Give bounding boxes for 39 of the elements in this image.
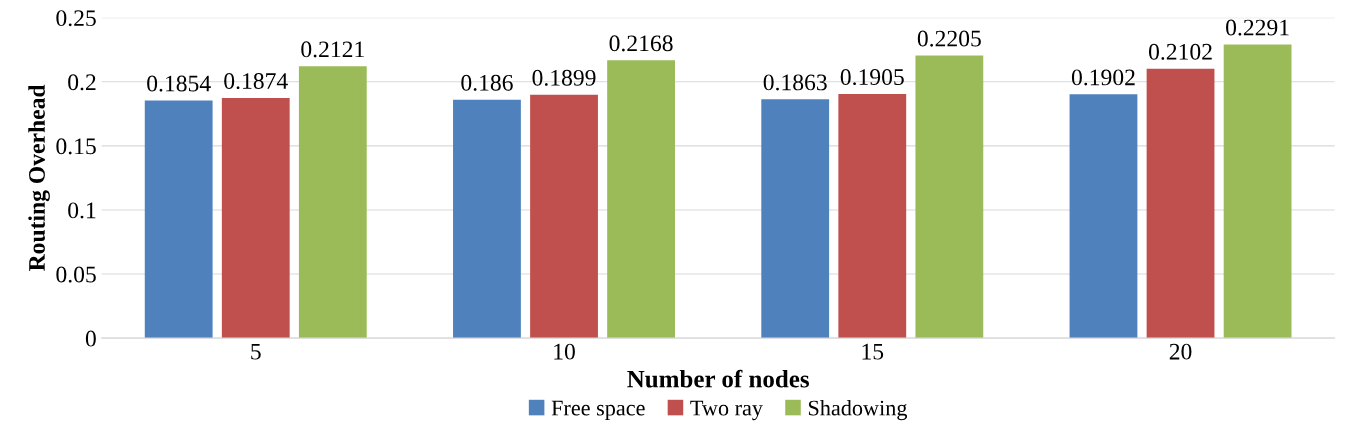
legend-label: Free space [551,400,645,421]
y-tick-label: 0.1 [68,202,96,219]
bar [838,93,907,339]
bar [915,55,984,339]
data-label: 0.1899 [532,69,596,86]
data-label: 0.1905 [840,69,904,86]
bar [761,99,830,339]
bar [1223,44,1292,339]
bar [1146,68,1215,339]
x-tick-label: 15 [862,343,884,360]
y-tick-label: 0.05 [56,266,96,283]
data-label: 0.2168 [609,35,673,52]
y-tick-label: 0.25 [56,10,96,27]
data-label: 0.2291 [1226,19,1289,36]
y-tick-label: 0 [85,330,96,347]
bar [144,100,213,339]
bar [221,97,290,339]
bar [298,66,367,339]
y-tick-label: 0.15 [56,138,96,155]
data-label: 0.2102 [1148,43,1212,60]
y-tick-label: 0.2 [68,74,96,91]
x-tick-label: 5 [251,343,261,360]
x-axis-title: Number of nodes [627,369,809,388]
data-label: 0.2205 [917,30,981,47]
data-label: 0.186 [461,74,513,91]
data-label: 0.2121 [301,41,364,58]
y-axis-title: Routing Overhead [28,84,50,271]
legend-label: Shadowing [808,399,908,421]
bar [607,60,675,339]
legend-label: Two ray [690,400,763,421]
data-label: 0.1874 [224,73,288,90]
bar [1069,94,1138,339]
bar [453,99,521,339]
data-label: 0.1863 [763,74,827,91]
data-label: 0.1854 [147,75,211,92]
bar [530,94,598,339]
x-tick-label: 20 [1169,343,1192,360]
data-label: 0.1902 [1071,69,1135,86]
x-tick-label: 10 [554,343,575,360]
